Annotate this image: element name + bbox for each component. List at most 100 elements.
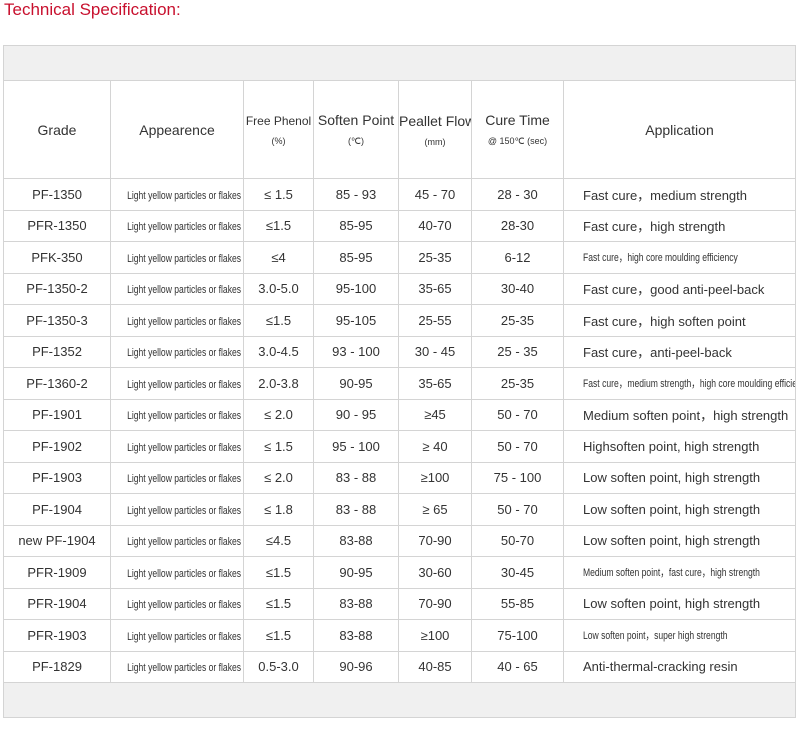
data-cell: 55-85 <box>471 587 564 620</box>
data-cell: Light yellow particles or flakes <box>110 556 244 589</box>
data-cell: ≤1.5 <box>243 587 314 620</box>
data-cell: Fast cure，anti-peel-back <box>562 335 797 368</box>
data-cell: ≤1.5 <box>243 556 314 589</box>
application-text: Low soften point, high strength <box>583 596 761 612</box>
data-cell: ≤1.5 <box>243 209 314 242</box>
data-cell: Light yellow particles or flakes <box>110 587 244 620</box>
application-text: Fast cure，good anti-peel-back <box>583 282 765 298</box>
data-cell: 75 - 100 <box>471 461 564 494</box>
appearance-text: Light yellow particles or flakes <box>127 378 242 391</box>
data-row: PF-1902 Light yellow particles or flakes ≤… <box>3 430 797 463</box>
header-title: Peallet Flow <box>399 112 472 129</box>
header-unit: @ 150℃ (sec) <box>487 136 548 146</box>
appearance-text: Light yellow particles or flakes <box>127 221 242 234</box>
data-cell: 6-12 <box>471 241 564 274</box>
data-cell: 50 - 70 <box>471 493 564 526</box>
header-unit: (℃) <box>347 136 365 146</box>
application-text: Anti-thermal-cracking resin <box>583 659 738 675</box>
appearance-text: Light yellow particles or flakes <box>127 662 242 675</box>
data-cell: ≤1.5 <box>243 304 314 337</box>
application-text: Low soften point, high strength <box>583 501 761 517</box>
data-cell: PF-1350-3 <box>3 304 111 337</box>
data-cell: 35-65 <box>398 272 472 305</box>
data-cell: ≤ 2.0 <box>243 461 314 494</box>
header-cell: Application <box>562 80 797 179</box>
data-cell: PF-1829 <box>3 650 111 683</box>
application-text: Fast cure，medium strength <box>583 187 748 203</box>
data-cell: 85-95 <box>313 241 399 274</box>
data-cell: Light yellow particles or flakes <box>110 619 244 652</box>
data-cell: Light yellow particles or flakes <box>110 178 244 211</box>
data-cell: 25-55 <box>398 304 472 337</box>
application-text: Fast cure，high strength <box>583 219 726 235</box>
data-cell: 83-88 <box>313 619 399 652</box>
data-cell: PFR-1350 <box>3 209 111 242</box>
data-row: PF-1352 Light yellow particles or flakes 3… <box>3 335 797 368</box>
data-cell: 83-88 <box>313 587 399 620</box>
header-cell: Peallet Flow (mm) <box>398 80 472 179</box>
data-cell: PF-1352 <box>3 335 111 368</box>
spacer-cell <box>2 45 797 81</box>
data-cell: 50 - 70 <box>471 398 564 431</box>
data-cell: 40-85 <box>398 650 472 683</box>
data-cell: Low soften point, high strength <box>562 493 797 526</box>
data-row: PF-1350 Light yellow particles or flakes ≤… <box>3 178 797 211</box>
data-cell: 25 - 35 <box>471 335 564 368</box>
data-cell: Light yellow particles or flakes <box>110 304 244 337</box>
data-cell: Fast cure，medium strength <box>562 178 797 211</box>
data-cell: ≤ 1.5 <box>243 430 314 463</box>
appearance-text: Light yellow particles or flakes <box>127 599 242 612</box>
data-cell: 2.0-3.8 <box>243 367 314 400</box>
data-cell: 40-70 <box>398 209 472 242</box>
data-cell: Light yellow particles or flakes <box>110 241 244 274</box>
data-cell: 45 - 70 <box>398 178 472 211</box>
data-cell: ≥100 <box>398 619 472 652</box>
data-cell: PF-1350-2 <box>3 272 111 305</box>
data-cell: PF-1902 <box>3 430 111 463</box>
data-cell: Fast cure，high core moulding efficiency <box>562 241 797 274</box>
header-title: Appearence <box>139 121 215 138</box>
data-cell: 83 - 88 <box>313 493 399 526</box>
data-cell: 30-45 <box>471 556 564 589</box>
data-cell: Fast cure，medium strength，high core moul… <box>562 367 797 400</box>
data-cell: 25-35 <box>398 241 472 274</box>
data-cell: ≤ 2.0 <box>243 398 314 431</box>
spec-table: Grade Appearence Free Phenol (%) Soften Poin… <box>2 45 797 718</box>
data-cell: ≤ 1.8 <box>243 493 314 526</box>
data-row: PF-1903 Light yellow particles or flakes ≤… <box>3 461 797 494</box>
data-cell: 70-90 <box>398 587 472 620</box>
appearance-text: Light yellow particles or flakes <box>127 252 242 265</box>
data-cell: 50-70 <box>471 524 564 557</box>
application-text: Fast cure，high soften point <box>583 313 746 329</box>
data-cell: ≥ 65 <box>398 493 472 526</box>
data-cell: Light yellow particles or flakes <box>110 461 244 494</box>
data-cell: Light yellow particles or flakes <box>110 430 244 463</box>
header-title: Application <box>645 121 714 138</box>
data-row: PFK-350 Light yellow particles or flakes ≤… <box>3 241 797 274</box>
application-text: Fast cure，medium strength，high core moul… <box>583 378 796 391</box>
data-cell: Light yellow particles or flakes <box>110 650 244 683</box>
data-cell: Fast cure，good anti-peel-back <box>562 272 797 305</box>
data-cell: Fast cure，high strength <box>562 209 797 242</box>
appearance-text: Light yellow particles or flakes <box>127 410 242 423</box>
data-cell: 28-30 <box>471 209 564 242</box>
application-text: Low soften point，super high strength <box>583 630 728 643</box>
appearance-text: Light yellow particles or flakes <box>127 567 242 580</box>
header-cell: Grade <box>3 80 111 179</box>
data-row: PF-1360-2 Light yellow particles or flake… <box>3 367 797 400</box>
data-cell: 40 - 65 <box>471 650 564 683</box>
header-title: Free Phenol <box>245 113 312 128</box>
data-cell: ≤ 1.5 <box>243 178 314 211</box>
header-title: Grade <box>37 121 77 138</box>
data-cell: PF-1904 <box>3 493 111 526</box>
data-row: PF-1904 Light yellow particles or flakes ≤… <box>3 493 797 526</box>
appearance-text: Light yellow particles or flakes <box>127 630 242 643</box>
data-cell: Highsoften point, high strength <box>562 430 797 463</box>
header-title: Cure Time <box>485 112 550 128</box>
appearance-text: Light yellow particles or flakes <box>127 504 242 517</box>
header-cell: Cure Time @ 150℃ (sec) <box>471 80 564 179</box>
data-cell: ≤4.5 <box>243 524 314 557</box>
data-cell: PF-1901 <box>3 398 111 431</box>
application-text: Medium soften point，fast cure，high stren… <box>583 567 760 580</box>
data-cell: Light yellow particles or flakes <box>110 524 244 557</box>
